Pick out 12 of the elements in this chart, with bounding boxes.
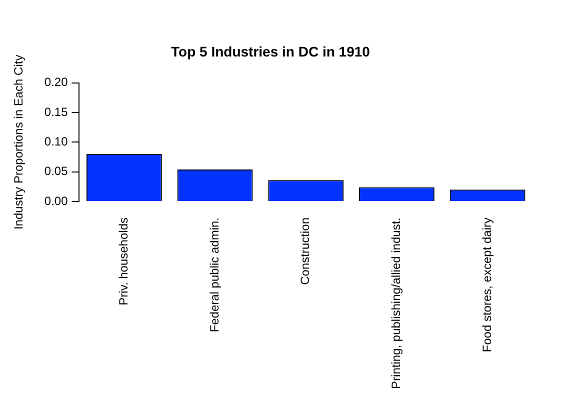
y-axis-title: Industry Proportions in Each City bbox=[12, 54, 26, 230]
y-tick-label: 0.10 bbox=[44, 134, 68, 148]
x-tick-label: Construction bbox=[298, 218, 312, 285]
x-tick-label: Food stores, except dairy bbox=[480, 218, 494, 352]
y-tick-label: 0.15 bbox=[44, 104, 68, 119]
x-tick-label: Printing, publishing/allied indust. bbox=[389, 218, 404, 389]
y-tick-label: 0.20 bbox=[44, 75, 68, 90]
x-tick-label: Federal public admin. bbox=[207, 218, 222, 332]
chart-title: Top 5 Industries in DC in 1910 bbox=[171, 43, 370, 60]
y-tick-label: 0.05 bbox=[44, 164, 68, 178]
y-tick-label: 0.00 bbox=[44, 194, 68, 208]
x-tick-label: Priv. households bbox=[116, 218, 130, 306]
